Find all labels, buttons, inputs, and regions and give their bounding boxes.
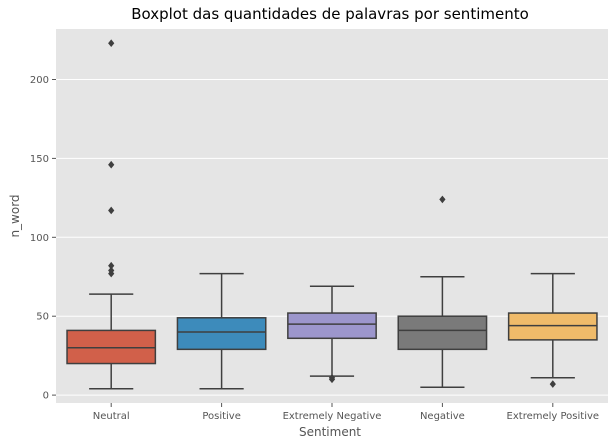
box-iqr [287, 312, 377, 340]
box-iqr [66, 329, 157, 365]
y-tick-label: 50 [36, 312, 49, 323]
box-negative [397, 195, 488, 388]
outlier-point [108, 206, 115, 215]
y-axis: 0 50 100 150 200 [30, 75, 56, 402]
box-iqr [176, 317, 267, 351]
x-tick-label: Positive [202, 411, 241, 422]
x-tick-label: Neutral [93, 411, 130, 422]
y-tick-label: 150 [30, 154, 49, 165]
outlier-point [108, 261, 115, 270]
x-tick-label: Extremely Positive [507, 411, 600, 422]
y-tick-label: 0 [43, 391, 49, 402]
outlier-point [549, 380, 556, 388]
box-neutral [66, 39, 157, 390]
outlier-point [108, 160, 115, 169]
x-tick-label: Negative [420, 411, 465, 422]
chart-title: Boxplot das quantidades de palavras por … [131, 5, 529, 23]
x-tick-label: Extremely Negative [283, 411, 382, 422]
box-extremely-positive [507, 272, 598, 388]
x-axis-label: Sentiment [299, 425, 361, 439]
box-iqr [507, 312, 598, 341]
x-axis: Neutral Positive Extremely Negative Negativ… [93, 403, 599, 422]
y-tick-label: 200 [30, 75, 49, 86]
y-tick-label: 100 [30, 233, 49, 244]
boxes [66, 39, 598, 390]
box-iqr [397, 315, 488, 351]
y-axis-label: n_word [8, 194, 22, 237]
box-extremely-negative [287, 285, 377, 384]
box-positive [176, 272, 267, 390]
outlier-point [328, 373, 336, 382]
outlier-point [108, 266, 115, 275]
outlier-point [108, 39, 115, 48]
outlier-point [439, 195, 446, 204]
